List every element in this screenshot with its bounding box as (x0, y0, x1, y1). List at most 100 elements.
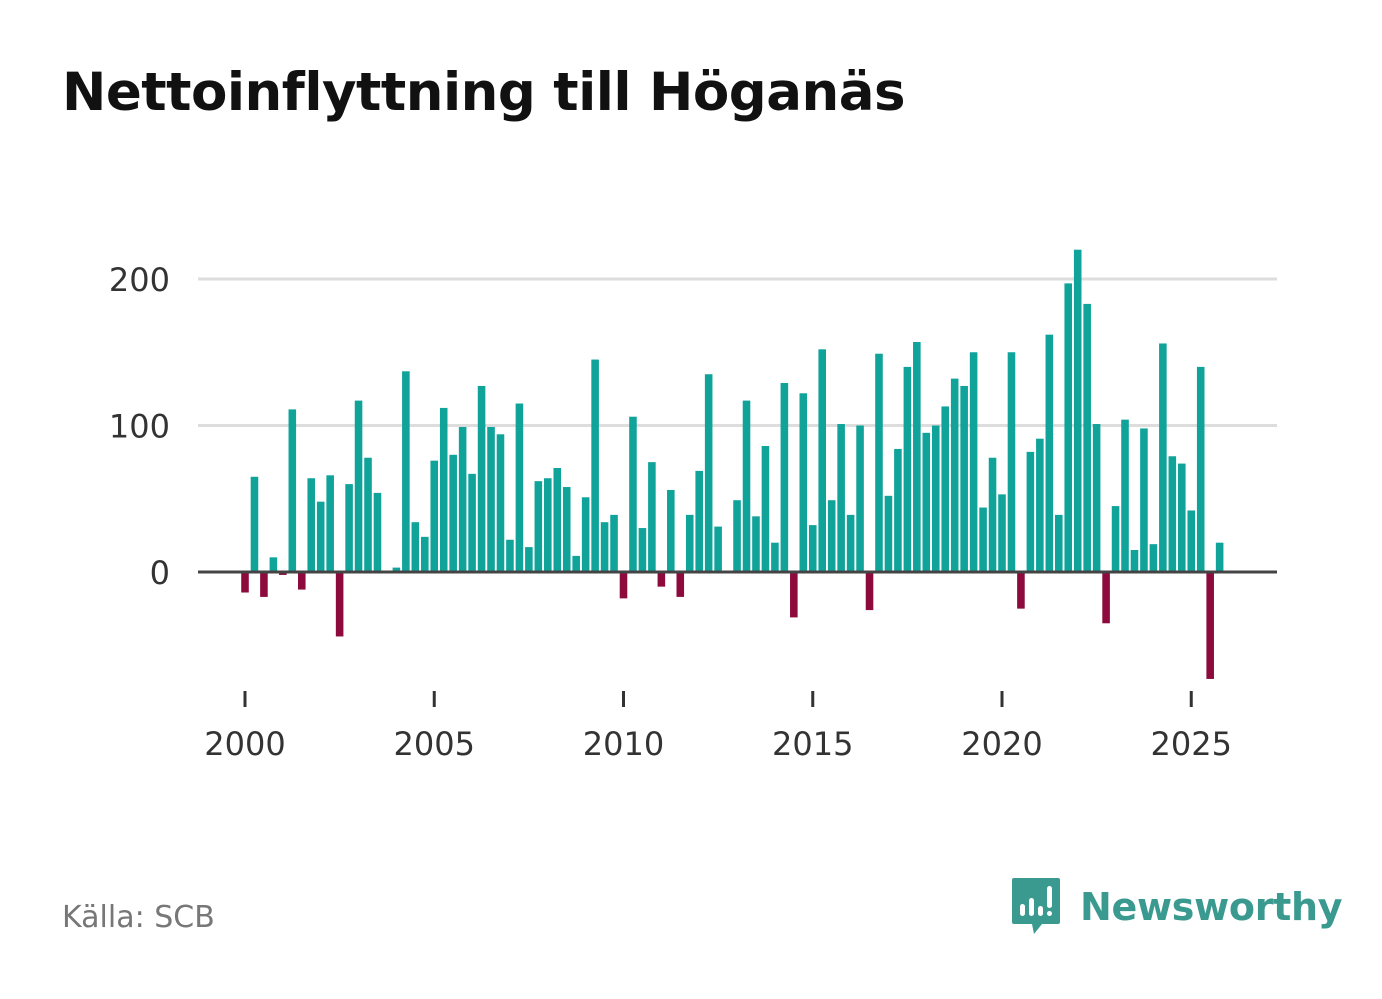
bar (439, 407, 448, 572)
bar (960, 385, 968, 572)
y-tick-label: 0 (150, 554, 170, 592)
x-tick-label: 2000 (204, 725, 285, 763)
bar (629, 416, 637, 572)
bar (1102, 572, 1110, 624)
bar (780, 383, 789, 572)
bar (884, 495, 893, 572)
bar (714, 526, 722, 572)
bar (449, 454, 457, 572)
bar (1196, 366, 1205, 572)
bar (988, 457, 997, 572)
bar (458, 426, 467, 572)
bar (704, 374, 713, 573)
bar (553, 467, 562, 573)
y-tick-label: 200 (109, 261, 170, 299)
bar (875, 353, 883, 572)
bar (619, 572, 628, 599)
bar (827, 500, 836, 572)
bar (297, 572, 306, 590)
newsworthy-logo-icon (1012, 878, 1060, 934)
bar (752, 516, 760, 572)
bars (241, 249, 1224, 679)
bar (1206, 572, 1214, 679)
bar (610, 514, 618, 573)
bar (648, 462, 656, 573)
bar (903, 366, 912, 572)
bar (562, 487, 571, 572)
brand-name: Newsworthy (1080, 885, 1343, 929)
bar (345, 484, 353, 572)
bar (600, 522, 609, 572)
bar (667, 489, 675, 572)
bar (1073, 249, 1082, 572)
bar (657, 572, 666, 587)
bar (335, 572, 344, 637)
bar (1149, 544, 1158, 572)
bar (544, 478, 552, 572)
bar (307, 478, 316, 572)
bar (1092, 424, 1101, 572)
bar (402, 371, 410, 572)
bar (241, 572, 249, 593)
bar (288, 409, 297, 572)
x-tick-label: 2005 (394, 725, 475, 763)
bar (572, 555, 580, 572)
bar (979, 507, 987, 572)
bar (1054, 514, 1063, 573)
bar (1121, 419, 1129, 572)
bar (1159, 343, 1167, 572)
bar (733, 500, 741, 572)
brand-logo[interactable]: Newsworthy (1010, 876, 1343, 938)
bar (1036, 438, 1044, 572)
bar (525, 547, 533, 573)
bar (534, 481, 543, 572)
bar (676, 572, 685, 597)
bar (468, 473, 476, 573)
bar (1215, 542, 1224, 572)
bar (515, 403, 524, 572)
x-tick-label: 2025 (1151, 725, 1232, 763)
bar (1064, 283, 1073, 572)
bar (638, 528, 647, 572)
bar (1140, 428, 1148, 572)
bar (1111, 506, 1120, 572)
axes: 0 100 200 2000 2005 2010 2015 2020 2025 (109, 261, 1277, 763)
bar (591, 359, 599, 572)
bar (260, 572, 268, 597)
y-tick-label: 100 (109, 408, 170, 446)
bar (1026, 451, 1035, 572)
bar (761, 446, 770, 572)
bar (1178, 463, 1186, 572)
bar (998, 494, 1006, 573)
bar (799, 393, 808, 572)
bar (931, 425, 940, 572)
bar (837, 424, 845, 572)
bar (496, 434, 505, 572)
bar (430, 460, 439, 572)
bar (865, 572, 874, 611)
bar (742, 400, 751, 573)
bar (695, 470, 703, 572)
bar (250, 476, 259, 572)
bar (846, 514, 855, 573)
bar (950, 378, 959, 572)
bar (1083, 303, 1091, 572)
bar (373, 492, 382, 572)
bar (477, 385, 486, 572)
bar (1187, 510, 1196, 572)
bar (1045, 334, 1054, 572)
bar (487, 426, 495, 572)
bar (894, 448, 902, 572)
bar (581, 497, 590, 572)
bar (392, 567, 401, 573)
bar (941, 406, 950, 572)
bar (913, 342, 921, 573)
bar (1007, 352, 1016, 572)
bar (1017, 572, 1025, 609)
bar (364, 457, 372, 572)
bar (969, 352, 978, 572)
bar (856, 425, 864, 572)
bar (790, 572, 798, 618)
x-tick-label: 2010 (583, 725, 664, 763)
